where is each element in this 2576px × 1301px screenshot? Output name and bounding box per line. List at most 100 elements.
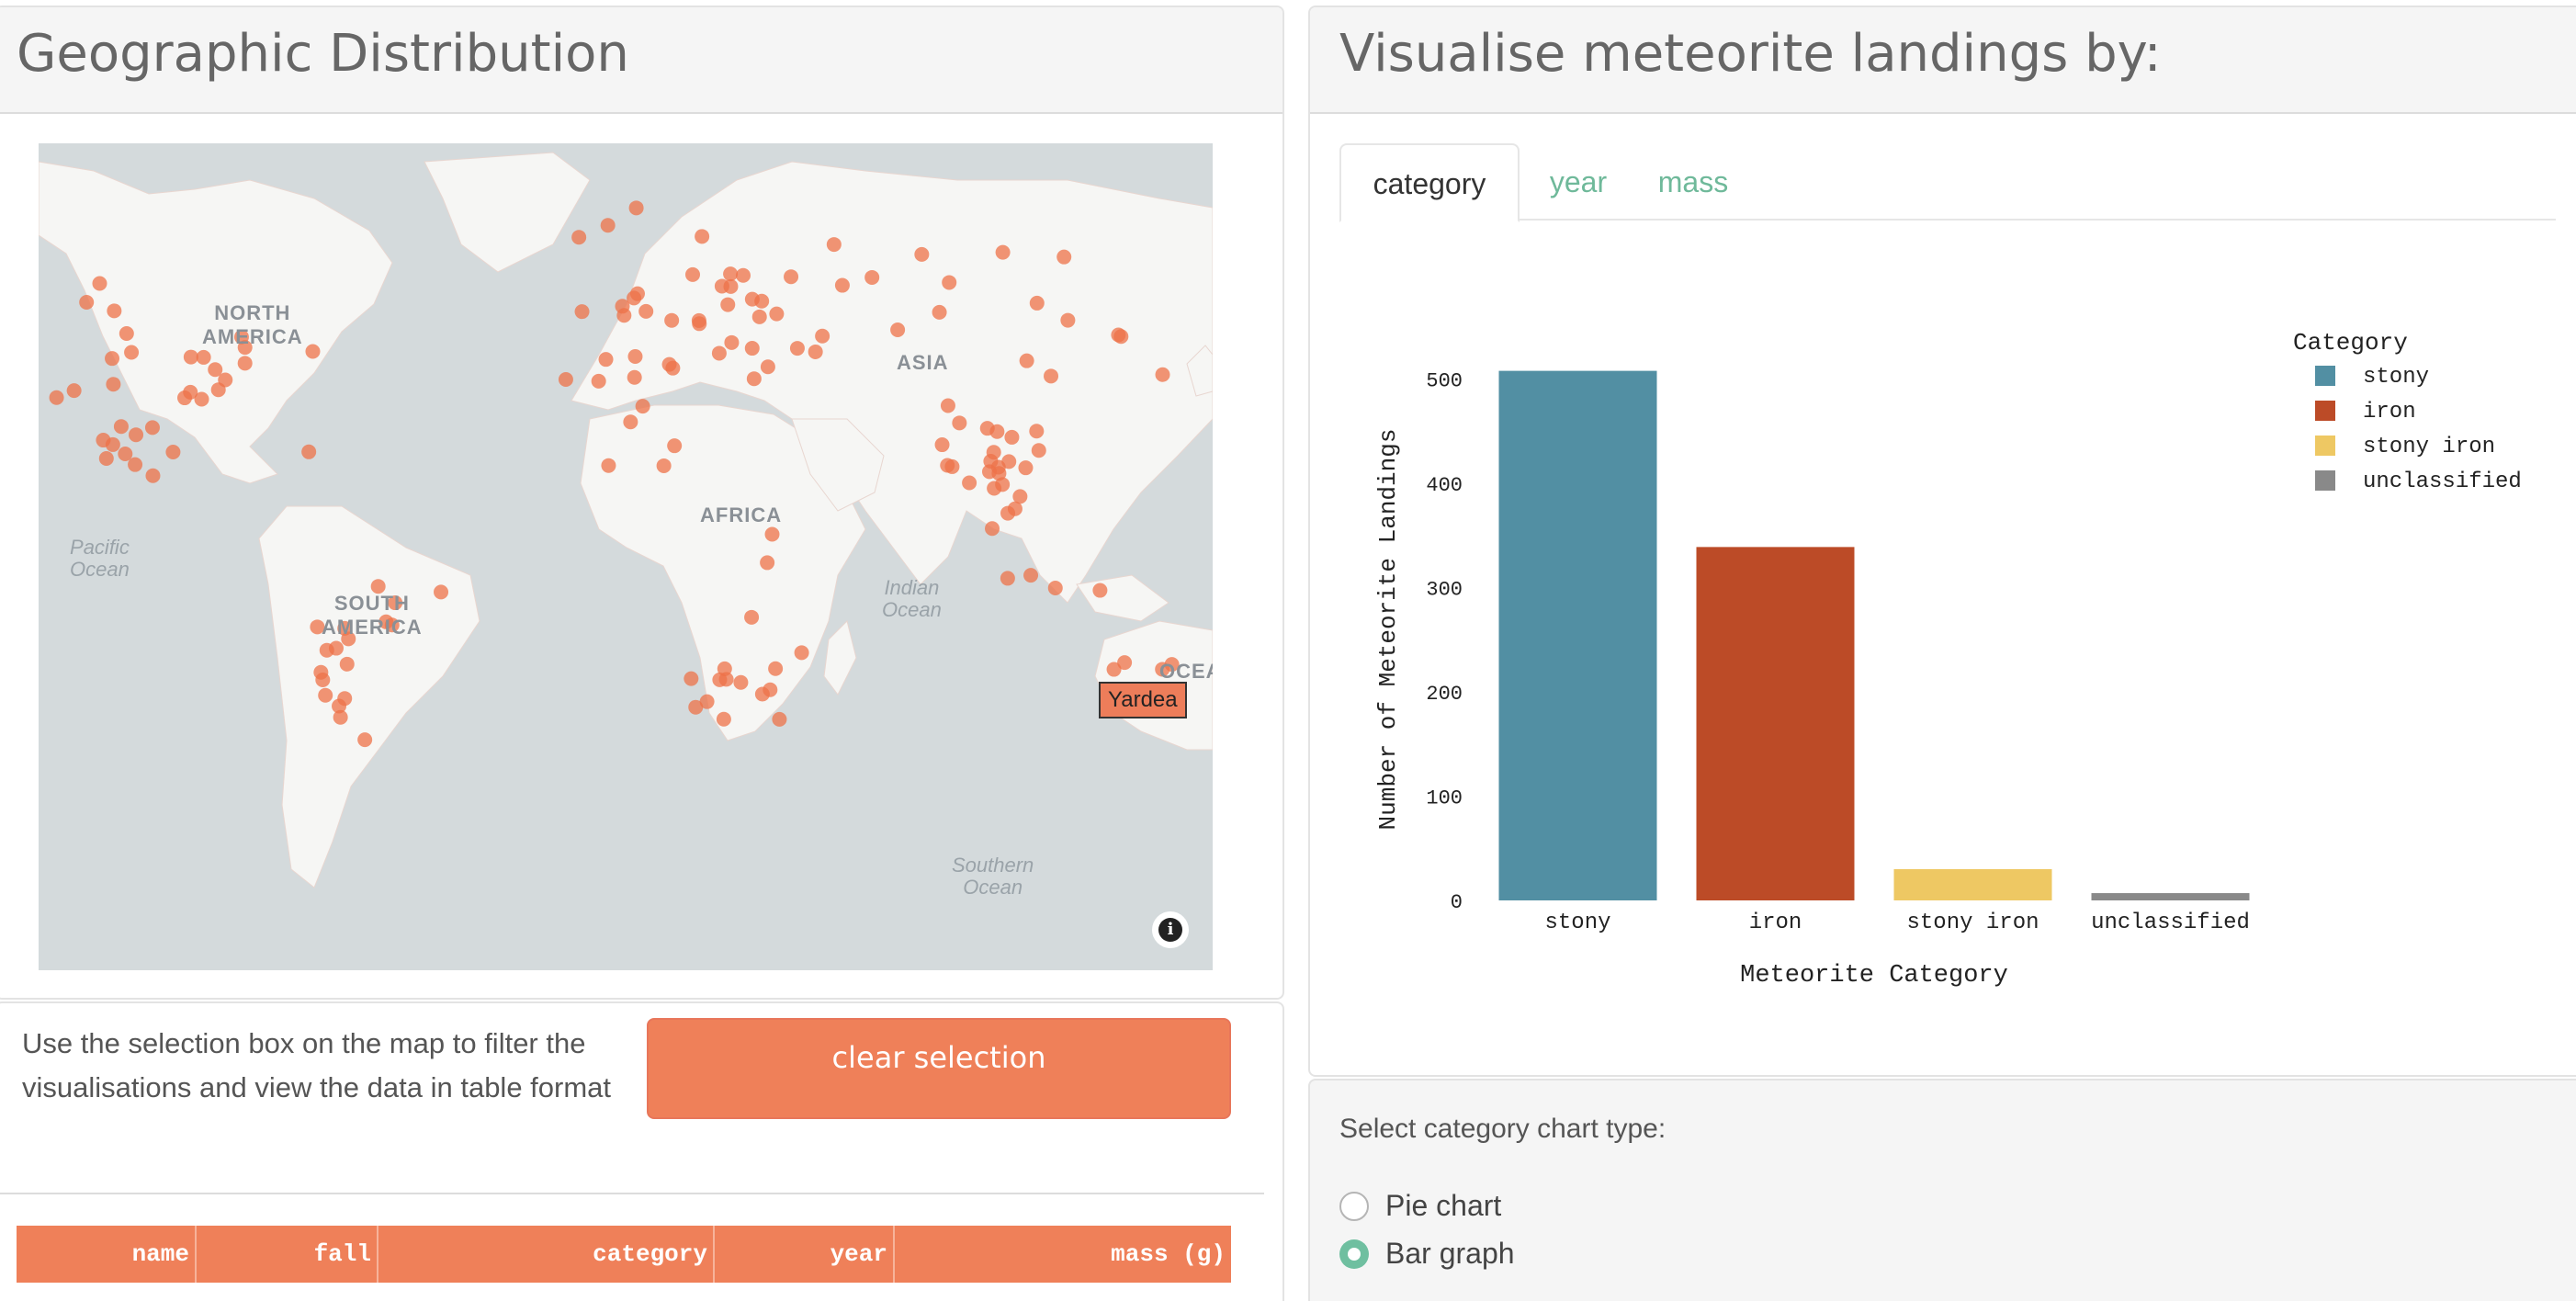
meteorite-point[interactable] [615, 299, 630, 314]
meteorite-point[interactable] [751, 309, 767, 324]
meteorite-point[interactable] [991, 466, 1007, 481]
meteorite-point[interactable] [784, 269, 799, 285]
column-header-name[interactable]: name [17, 1226, 197, 1283]
meteorite-point[interactable] [763, 682, 778, 697]
meteorite-point[interactable] [1044, 368, 1059, 384]
clear-selection-button[interactable]: clear selection [647, 1018, 1231, 1119]
meteorite-point[interactable] [932, 304, 947, 320]
meteorite-point[interactable] [129, 427, 144, 443]
meteorite-point[interactable] [49, 390, 64, 405]
radio-option-bar-graph[interactable]: Bar graph [1339, 1237, 1515, 1271]
meteorite-point[interactable] [105, 436, 120, 452]
meteorite-point[interactable] [598, 352, 614, 368]
meteorite-point[interactable] [315, 672, 331, 687]
radio-button-selected[interactable] [1339, 1239, 1369, 1269]
meteorite-point[interactable] [638, 303, 654, 319]
meteorite-point[interactable] [118, 446, 133, 461]
meteorite-point[interactable] [808, 344, 823, 359]
meteorite-point[interactable] [79, 295, 95, 311]
meteorite-point[interactable] [237, 340, 253, 356]
meteorite-point[interactable] [1001, 454, 1017, 469]
map-canvas[interactable] [39, 143, 1213, 970]
meteorite-point[interactable] [942, 275, 957, 290]
meteorite-point[interactable] [318, 687, 333, 703]
meteorite-point[interactable] [711, 345, 727, 361]
meteorite-point[interactable] [985, 521, 1000, 537]
meteorite-point[interactable] [237, 356, 253, 371]
meteorite-point[interactable] [574, 304, 590, 320]
meteorite-point[interactable] [834, 277, 850, 293]
meteorite-point[interactable] [826, 237, 842, 253]
meteorite-point[interactable] [628, 200, 644, 216]
meteorite-point[interactable] [712, 672, 728, 687]
meteorite-point[interactable] [760, 555, 775, 571]
map-info-button[interactable]: i [1152, 911, 1189, 948]
meteorite-point[interactable] [434, 584, 449, 600]
meteorite-point[interactable] [934, 437, 950, 453]
meteorite-point[interactable] [145, 468, 161, 483]
meteorite-point[interactable] [989, 424, 1005, 439]
meteorite-point[interactable] [384, 617, 400, 633]
meteorite-point[interactable] [769, 306, 785, 322]
meteorite-point[interactable] [717, 661, 732, 676]
meteorite-point[interactable] [914, 246, 930, 262]
meteorite-point[interactable] [995, 244, 1011, 260]
meteorite-point[interactable] [310, 619, 325, 635]
meteorite-point[interactable] [210, 382, 226, 398]
meteorite-point[interactable] [627, 369, 642, 385]
meteorite-point[interactable] [760, 359, 775, 375]
meteorite-point[interactable] [333, 709, 348, 725]
meteorite-point[interactable] [332, 698, 347, 714]
meteorite-point[interactable] [952, 415, 967, 431]
meteorite-point[interactable] [983, 454, 999, 469]
meteorite-point[interactable] [571, 230, 587, 245]
meteorite-point[interactable] [716, 711, 731, 727]
meteorite-point[interactable] [183, 349, 198, 365]
meteorite-point[interactable] [319, 642, 334, 658]
meteorite-point[interactable] [305, 344, 321, 359]
meteorite-point[interactable] [1113, 329, 1129, 345]
meteorite-point[interactable] [684, 266, 700, 282]
meteorite-point[interactable] [1029, 424, 1045, 439]
meteorite-point[interactable] [890, 322, 906, 338]
meteorite-point[interactable] [864, 269, 880, 285]
meteorite-point[interactable] [987, 481, 1002, 496]
meteorite-point[interactable] [684, 671, 699, 686]
meteorite-point[interactable] [1155, 367, 1170, 382]
meteorite-point[interactable] [105, 351, 120, 367]
meteorite-point[interactable] [656, 458, 672, 473]
meteorite-point[interactable] [695, 229, 710, 244]
column-header-mass[interactable]: mass (g) [1111, 1240, 1226, 1268]
meteorite-point[interactable] [591, 373, 606, 389]
meteorite-point[interactable] [714, 278, 729, 294]
meteorite-point[interactable] [815, 328, 830, 344]
meteorite-point[interactable] [558, 371, 573, 387]
meteorite-point[interactable] [744, 341, 760, 356]
meteorite-point[interactable] [1004, 429, 1020, 445]
meteorite-point[interactable] [768, 661, 784, 676]
meteorite-point[interactable] [1029, 295, 1045, 311]
meteorite-point[interactable] [723, 266, 739, 282]
meteorite-point[interactable] [1117, 655, 1133, 671]
tab-mass[interactable]: mass [1657, 165, 1729, 198]
meteorite-points[interactable] [49, 200, 1180, 748]
meteorite-point[interactable] [1060, 312, 1076, 328]
meteorite-point[interactable] [744, 291, 760, 307]
tab-category[interactable]: category [1339, 143, 1520, 222]
meteorite-point[interactable] [98, 450, 114, 466]
meteorite-point[interactable] [1018, 460, 1034, 476]
meteorite-point[interactable] [1056, 249, 1072, 265]
meteorite-point[interactable] [735, 267, 751, 283]
meteorite-point[interactable] [388, 595, 403, 611]
meteorite-point[interactable] [1106, 662, 1122, 677]
meteorite-point[interactable] [794, 645, 809, 661]
meteorite-point[interactable] [1047, 581, 1063, 596]
meteorite-point[interactable] [113, 419, 129, 435]
meteorite-point[interactable] [664, 312, 680, 328]
meteorite-point[interactable] [341, 631, 356, 647]
meteorite-point[interactable] [119, 326, 134, 342]
meteorite-point[interactable] [623, 414, 638, 430]
meteorite-point[interactable] [124, 345, 140, 360]
meteorite-point[interactable] [789, 341, 805, 356]
meteorite-point[interactable] [744, 609, 760, 625]
